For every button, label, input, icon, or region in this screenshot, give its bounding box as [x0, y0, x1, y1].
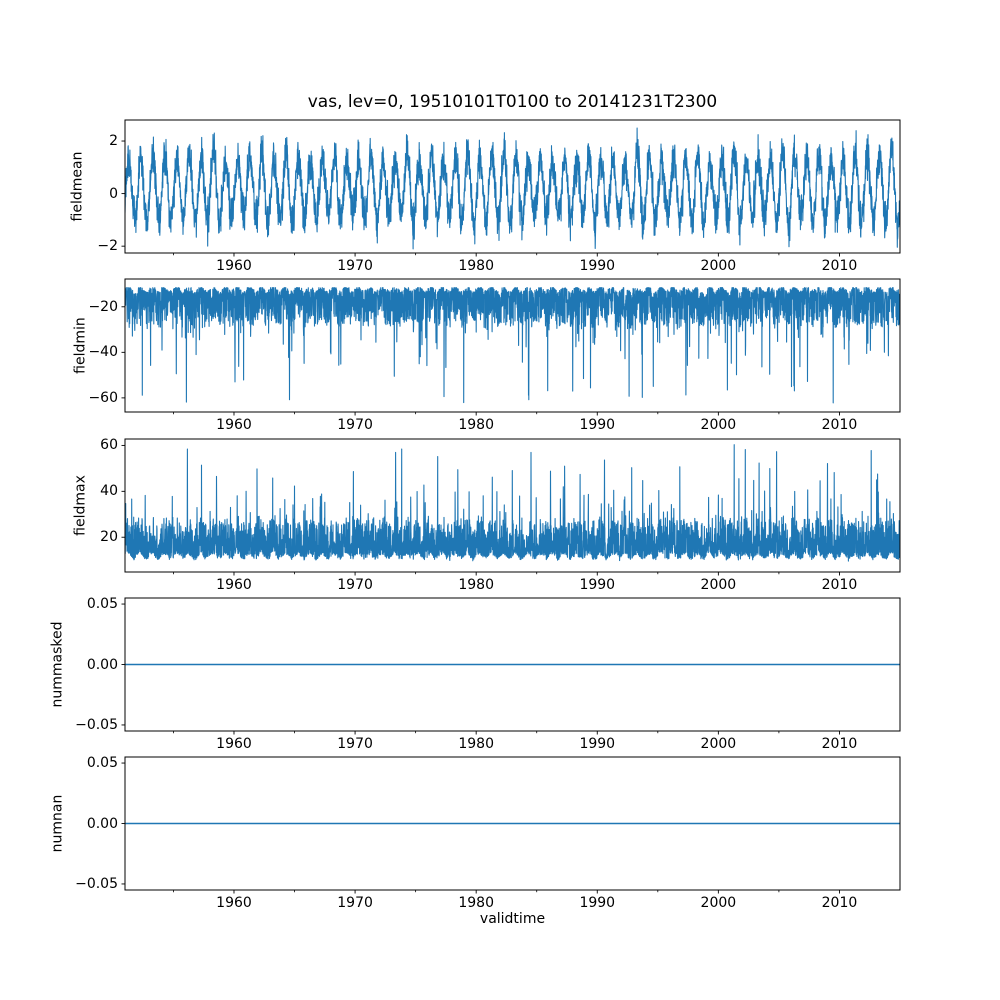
- series-fieldmax: [125, 444, 900, 562]
- ylabel-fieldmean: fieldmean: [69, 151, 86, 222]
- ylabel-nummasked: nummasked: [49, 621, 66, 708]
- ylabel-fieldmin: fieldmin: [72, 317, 89, 374]
- series-fieldmean: [125, 127, 900, 250]
- x-axis-label: validtime: [479, 911, 546, 927]
- axes-spines-fieldmean: [124, 119, 901, 254]
- figure-title: vas, lev=0, 19510101T0100 to 20141231T23…: [307, 92, 718, 112]
- ylabel-fieldmax: fieldmax: [72, 475, 89, 536]
- axes-spines-fieldmin: [124, 278, 901, 413]
- series-fieldmin: [125, 287, 900, 404]
- axes-spines-fieldmax: [124, 438, 901, 573]
- ylabel-numnan: numnan: [49, 794, 66, 853]
